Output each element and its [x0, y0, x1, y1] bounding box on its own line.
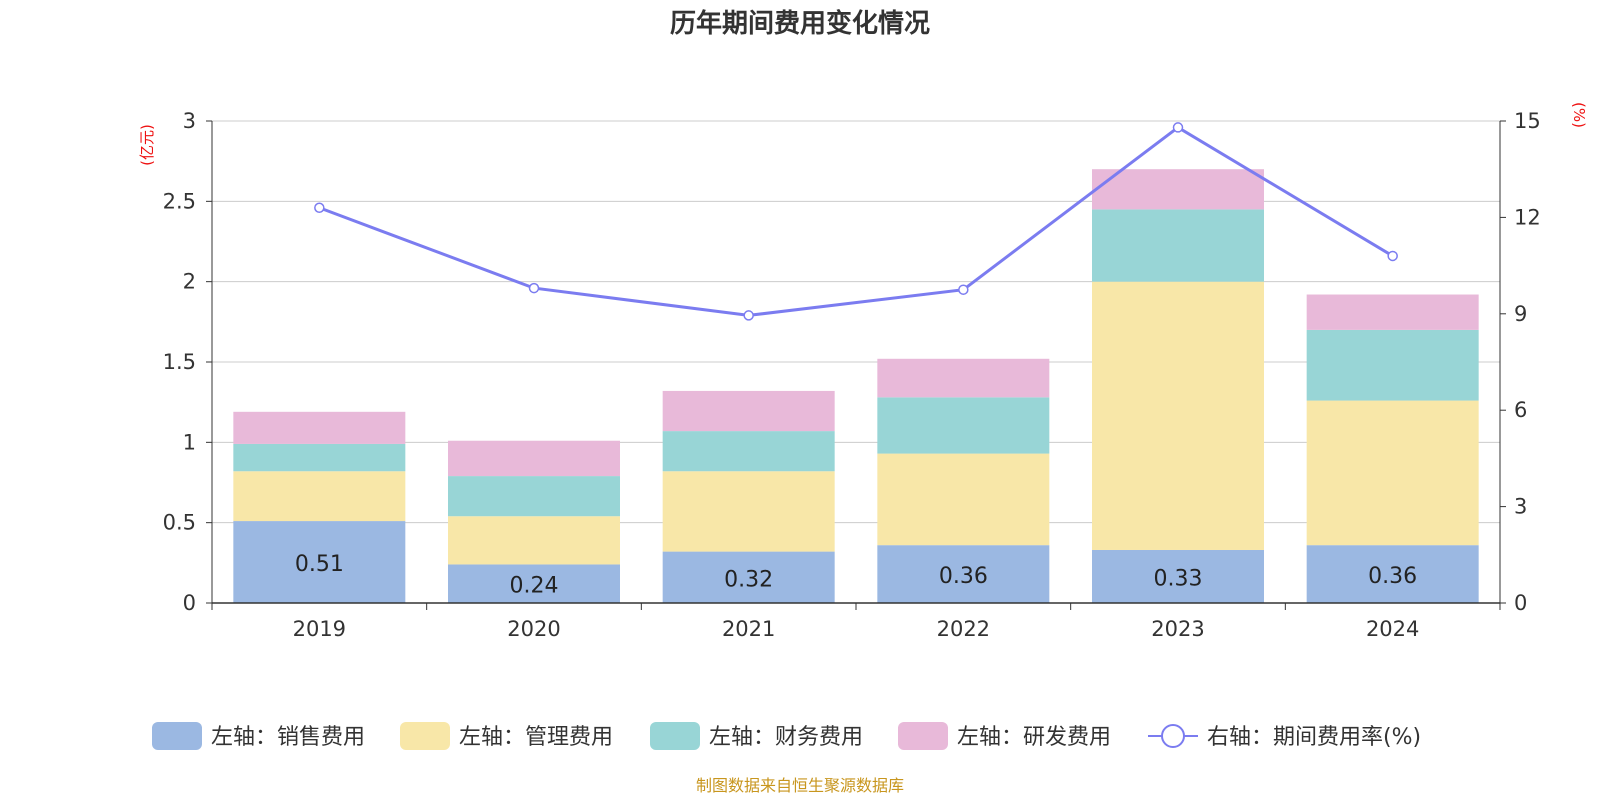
right-tick-label: 15 [1514, 109, 1541, 133]
left-tick-label: 3 [183, 109, 196, 133]
bar-value-label: 0.36 [1368, 564, 1417, 589]
bar-segment [877, 397, 1050, 454]
right-tick-label: 0 [1514, 591, 1527, 615]
bar-segment [233, 471, 406, 522]
left-tick-label: 0 [183, 591, 196, 615]
bar-value-label: 0.51 [295, 552, 344, 577]
bar-segment [877, 453, 1050, 546]
bar-segment [662, 551, 835, 603]
bar-segment [448, 440, 620, 477]
rate-point [743, 310, 754, 321]
rate-point [1387, 250, 1398, 262]
bar-value-label: 0.24 [510, 574, 559, 599]
bar-segment [448, 476, 620, 517]
bar-segment [877, 358, 1050, 398]
bar-segment [1306, 545, 1479, 603]
bar-value-label: 0.33 [1154, 566, 1203, 591]
bar-segment [1306, 294, 1479, 330]
chart-title: 历年期间费用变化情况 [670, 8, 930, 39]
bar-segment [448, 564, 620, 603]
gridlines [212, 120, 1500, 524]
bar-segment [662, 390, 835, 432]
bars [233, 169, 1479, 603]
bar-segment [877, 545, 1050, 603]
right-tick-label: 6 [1514, 398, 1527, 422]
bar-segment [448, 516, 620, 565]
bar-segment [662, 431, 835, 472]
legend-label: 左轴：研发费用 [957, 725, 1111, 750]
x-tick-label: 2022 [937, 617, 990, 641]
x-tick-label: 2021 [722, 617, 775, 641]
left-tick-label: 1.5 [163, 350, 196, 374]
bar-segment [1092, 281, 1264, 550]
left-tick-label: 2.5 [163, 189, 196, 213]
data-labels: 0.51 0.24 0.32 0.36 0.33 0.36 [295, 552, 1417, 599]
bar-segment [233, 521, 406, 603]
legend-swatch [898, 722, 948, 750]
legend-line-marker [1161, 724, 1185, 748]
bar-value-label: 0.36 [939, 564, 988, 589]
x-tick-label: 2019 [293, 617, 346, 641]
left-tick-label: 1 [183, 430, 196, 454]
rate-point [1172, 122, 1184, 133]
legend-swatch [400, 722, 450, 750]
rate-line [314, 122, 1398, 321]
left-tick-label: 0.5 [163, 511, 196, 535]
bar-value-label: 0.32 [724, 567, 773, 592]
right-axis-unit: (%) [1570, 102, 1588, 128]
x-tick-label: 2020 [507, 617, 560, 641]
x-tick-label: 2024 [1366, 617, 1419, 641]
bar-segment [233, 411, 406, 444]
bar-segment [1092, 209, 1264, 282]
right-tick-label: 3 [1514, 495, 1527, 519]
bar-segment [1306, 329, 1479, 401]
rate-point [528, 282, 540, 294]
bar-segment [1092, 169, 1264, 210]
right-tick-label: 12 [1514, 205, 1541, 229]
rate-line-path [318, 125, 1394, 317]
bar-segment [1306, 400, 1479, 546]
legend-swatch [152, 722, 202, 750]
left-tick-label: 2 [183, 270, 196, 294]
legend-swatch [650, 722, 700, 750]
legend-label: 左轴：财务费用 [709, 725, 863, 750]
bar-segment [662, 471, 835, 552]
bar-segment [233, 443, 406, 472]
left-axis-unit: (亿元) [138, 124, 156, 166]
bar-segment [1092, 549, 1264, 603]
legend-label: 左轴：销售费用 [211, 725, 365, 750]
legend-label: 右轴：期间费用率(%) [1207, 725, 1421, 750]
x-tick-label: 2023 [1151, 617, 1204, 641]
legend: 左轴：销售费用 左轴：管理费用 左轴：财务费用 左轴：研发费用 右轴：期间费用率(%) [152, 722, 1421, 750]
right-tick-label: 9 [1514, 302, 1527, 326]
rate-point [314, 202, 325, 214]
legend-label: 左轴：管理费用 [459, 725, 613, 750]
source-note: 制图数据来自恒生聚源数据库 [696, 776, 904, 795]
rate-point [958, 284, 969, 295]
